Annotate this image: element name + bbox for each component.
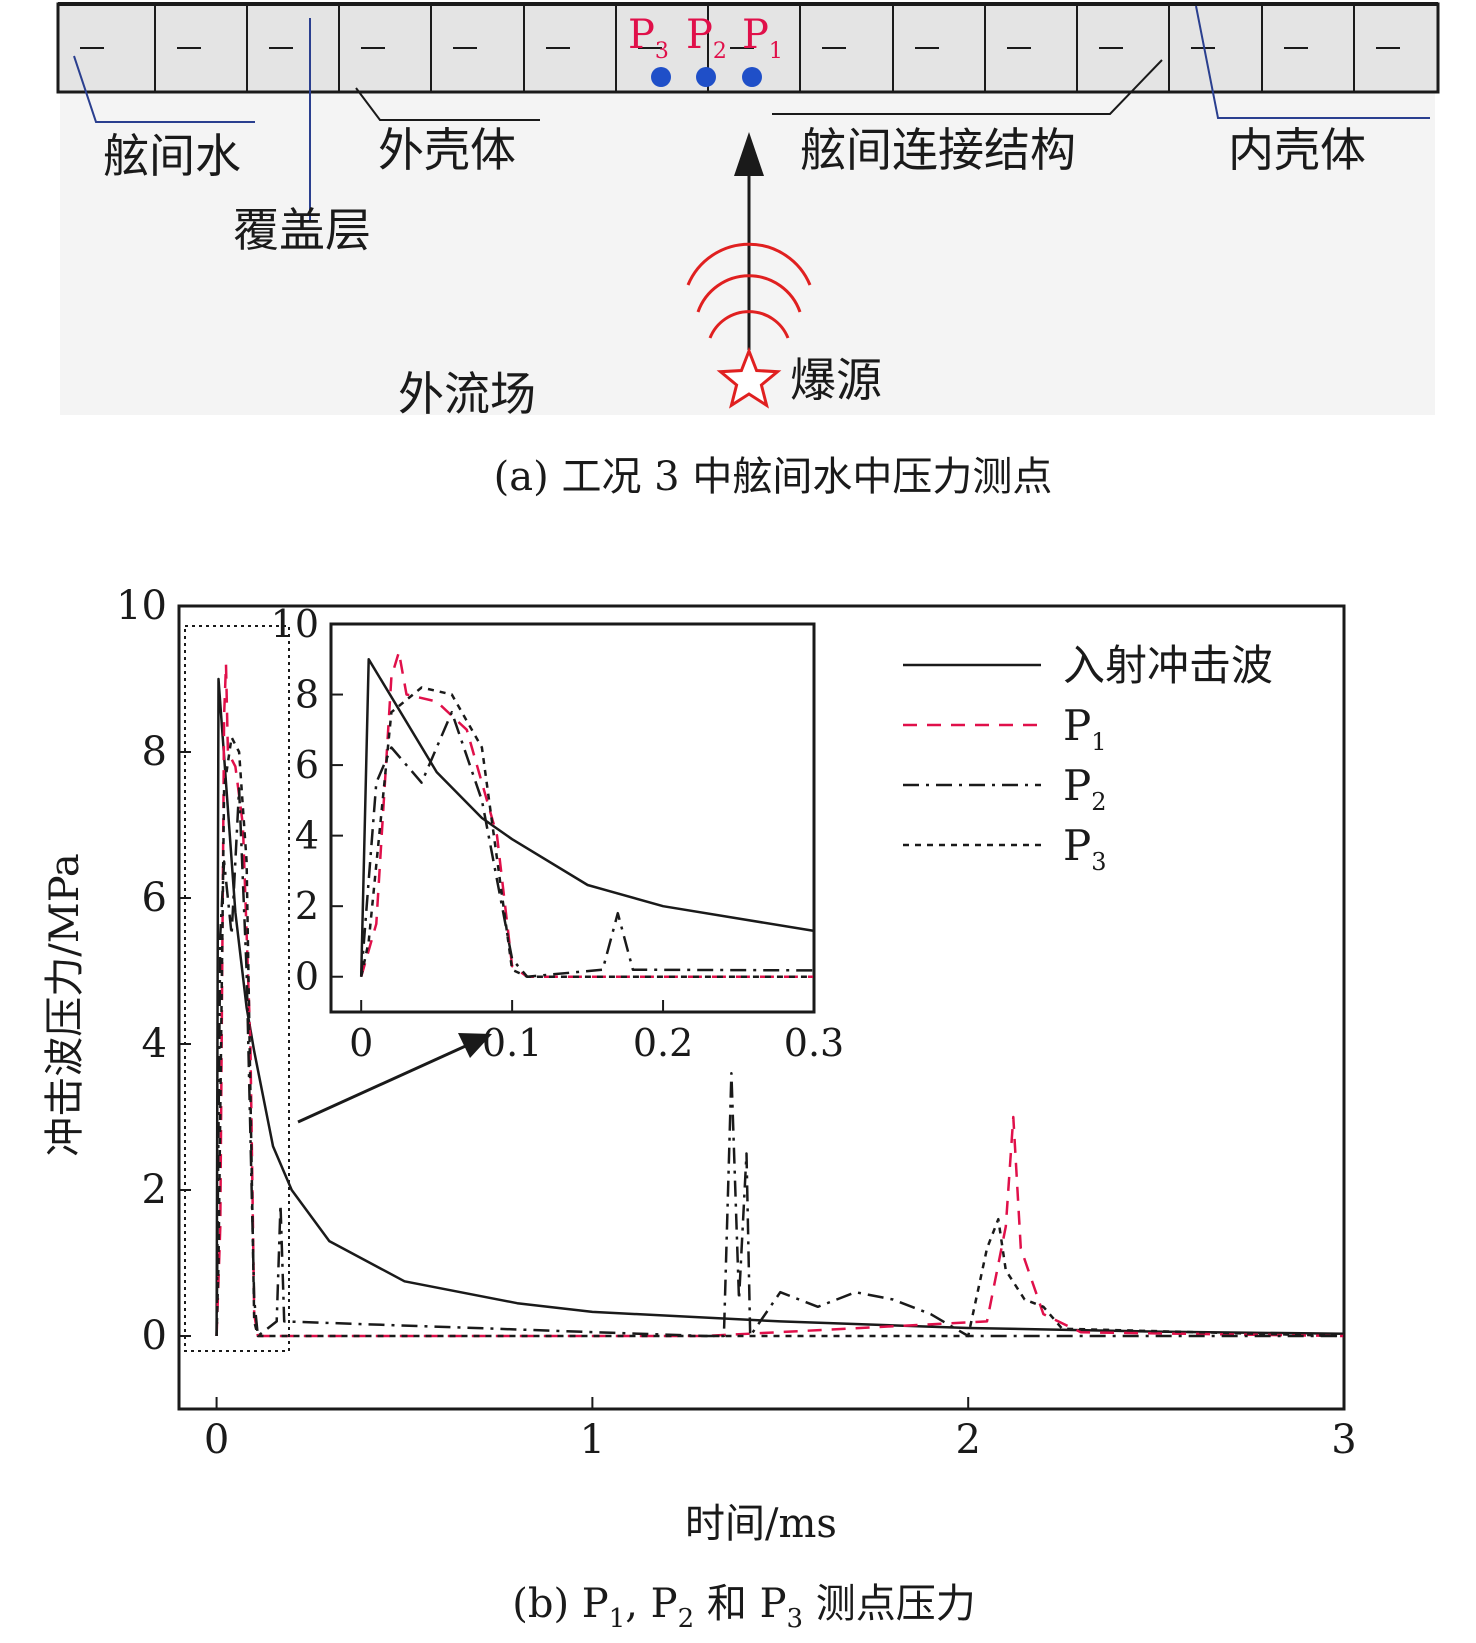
hull-cells [80, 4, 1400, 92]
series-line-P1 [215, 663, 1345, 1338]
x-tick-label: 0.2 [633, 1021, 693, 1065]
legend-label-P2: P2 [1063, 761, 1107, 816]
y-tick-label: 10 [116, 583, 167, 629]
y-tick-label: 6 [295, 743, 319, 787]
leader-inner [1195, 5, 1430, 119]
chart-panel: 0 1 2 3 0 2 4 6 8 10 0 0.1 0.2 0.3 0 2 4 6 8 10 时间/ms 冲击波压… [42, 583, 1357, 1634]
inset-axis-ticks: 0 0.1 0.2 0.3 0 2 4 6 8 10 [271, 602, 845, 1065]
shock-wave-arc-2 [696, 274, 802, 313]
shock-wave-arc-1 [686, 242, 812, 286]
x-tick-label: 1 [580, 1417, 605, 1463]
main-series [215, 663, 1345, 1338]
y-tick-label: 0 [142, 1313, 167, 1359]
x-tick-label: 0 [204, 1417, 229, 1463]
label-inner-shell: 内壳体 [1228, 123, 1366, 177]
leader-water [73, 55, 255, 123]
y-tick-label: 6 [142, 875, 167, 921]
zoom-region-box [184, 625, 290, 1352]
y-tick-label: 4 [142, 1021, 167, 1067]
shock-wave-arc-3 [708, 310, 790, 339]
legend-label-入射冲击波: 入射冲击波 [1063, 641, 1273, 690]
series-line-P3 [215, 736, 1345, 1338]
blast-arrow-head [734, 132, 764, 176]
label-connection: 舷间连接结构 [800, 123, 1076, 177]
label-cover-layer: 覆盖层 [233, 203, 371, 257]
leader-connection [772, 59, 1163, 115]
blast-source-star-icon [716, 346, 782, 409]
caption-b: (b) P1, P2 和 P3 测点压力 [512, 1581, 976, 1634]
y-tick-label: 8 [142, 729, 167, 775]
series-line-P3 [359, 686, 814, 978]
y-tick-label: 0 [295, 955, 319, 999]
x-axis-label: 时间/ms [685, 1501, 837, 1547]
point-p1-dot [742, 67, 762, 87]
x-tick-label: 3 [1331, 1417, 1356, 1463]
leader-outer [355, 87, 540, 121]
series-line-入射冲击波 [359, 658, 815, 977]
caption-a: (a) 工况 3 中舷间水中压力测点 [494, 454, 1053, 500]
point-p3-dot [651, 67, 671, 87]
y-tick-label: 2 [142, 1167, 167, 1213]
y-tick-label: 2 [295, 884, 319, 928]
label-outer-field: 外流场 [398, 367, 536, 421]
inset-series [359, 650, 815, 978]
label-inter-shell-water: 舷间水 [103, 129, 241, 183]
x-tick-label: 0.3 [784, 1021, 844, 1065]
zoom-arrow-head [458, 1033, 492, 1058]
point-p2-dot [696, 67, 716, 87]
main-axis-ticks: 0 1 2 3 0 2 4 6 8 10 [116, 583, 1357, 1463]
zoom-arrow-line [297, 1042, 471, 1124]
label-source: 爆源 [790, 353, 882, 407]
y-tick-label: 10 [271, 602, 319, 646]
y-axis-label: 冲击波压力/MPa [42, 853, 88, 1156]
x-tick-label: 0.1 [482, 1021, 542, 1065]
label-outer-shell: 外壳体 [378, 123, 516, 177]
plot-frame [177, 604, 1346, 1411]
y-tick-label: 8 [295, 673, 319, 717]
diagram-panel: P3 P2 P1 舷间水 覆盖层 外壳体 舷间连接结构 内壳体 外流场 爆源 (… [56, 2, 1440, 500]
y-tick-label: 4 [295, 814, 319, 858]
inset-frame [329, 622, 816, 1014]
legend-label-P1: P1 [1063, 701, 1107, 756]
x-tick-label: 0 [349, 1021, 373, 1065]
series-line-P2 [359, 710, 815, 978]
series-line-P2 [215, 787, 1344, 1338]
x-tick-label: 2 [955, 1417, 980, 1463]
legend-label-P3: P3 [1063, 821, 1107, 876]
